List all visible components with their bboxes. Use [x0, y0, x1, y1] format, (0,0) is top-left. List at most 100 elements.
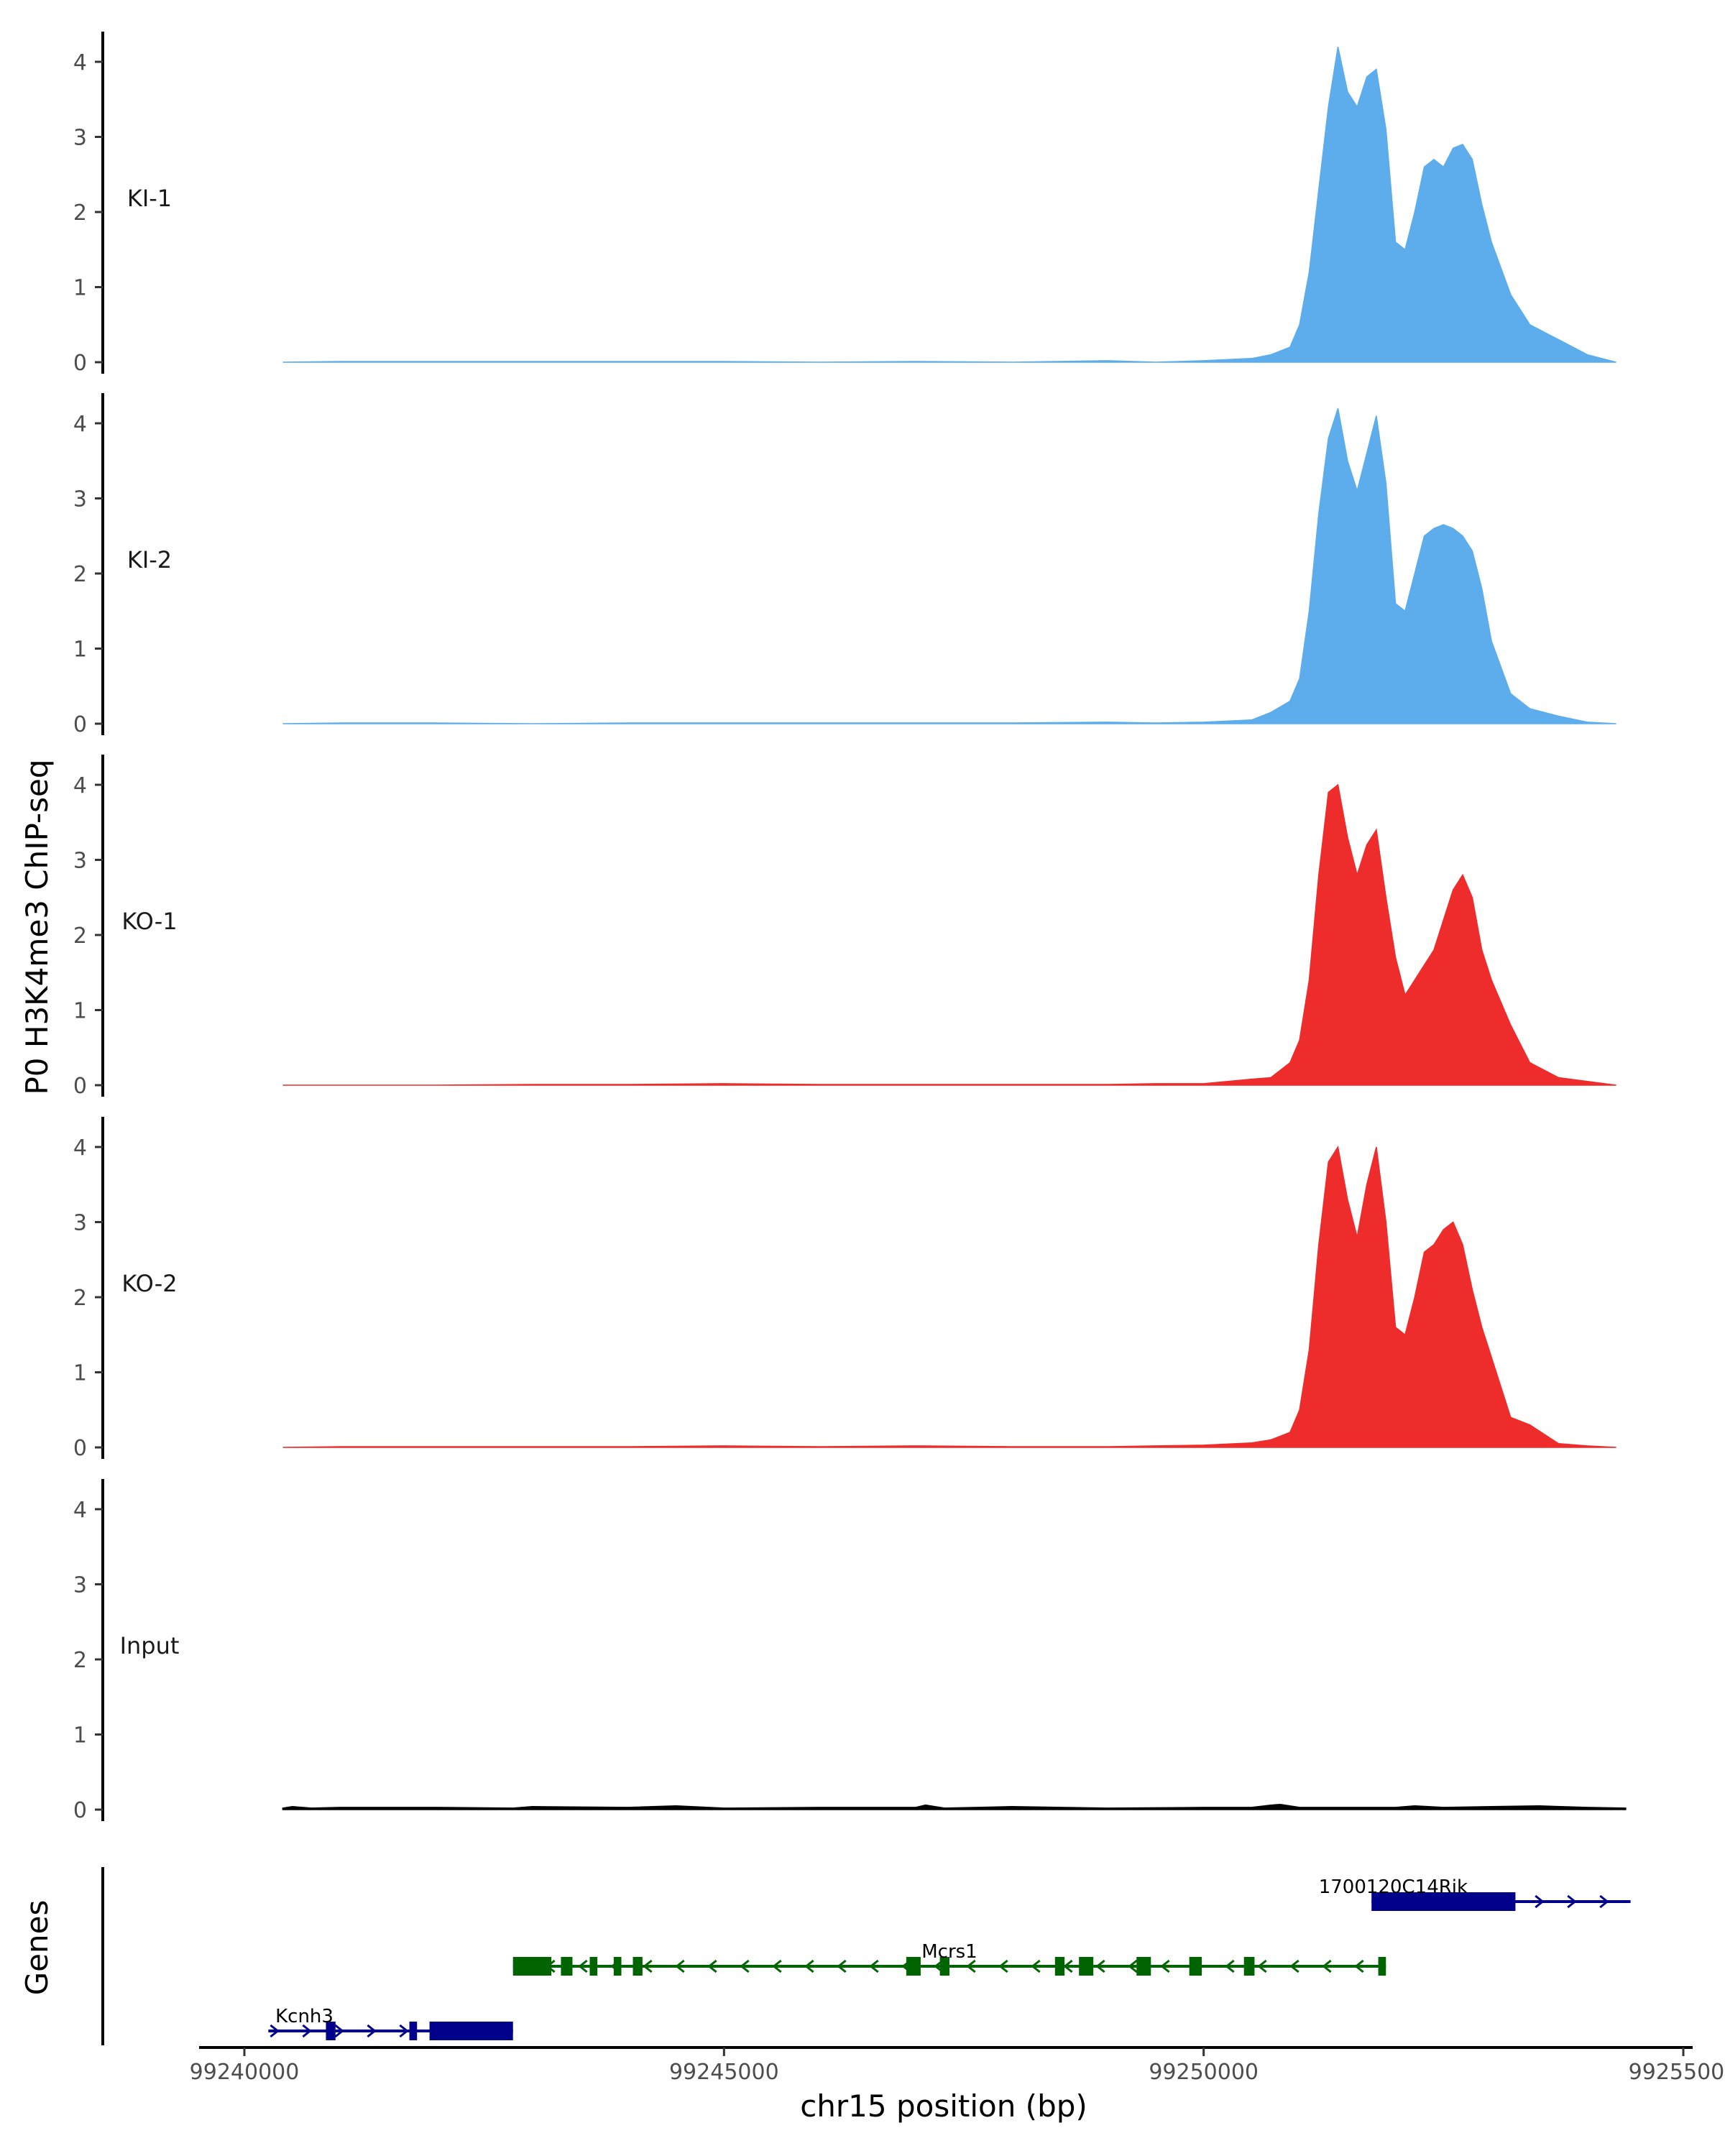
- track-label: Input: [120, 1632, 180, 1659]
- coverage-area: [282, 46, 1616, 363]
- y-tick-label: 1: [73, 637, 87, 663]
- track-label: KO-1: [121, 908, 177, 935]
- strand-arrow: [1599, 1894, 1609, 1909]
- strand-arrow: [1354, 1959, 1364, 1973]
- track-label: KO-2: [121, 1270, 177, 1297]
- coverage-tracks: 0 1 2 3 4 KI-1 0 1 2 3 4 KI-2 0 1 2 3 4 KO-1 0 1 2 3 4 KO-2 0 1 2 3…: [73, 32, 1627, 1823]
- gene-label: Kcnh3: [275, 2006, 334, 2027]
- gene-kcnh3: Kcnh3: [268, 2006, 513, 2040]
- strand-arrow: [270, 2024, 280, 2038]
- y-tick-label: 0: [73, 1074, 87, 1099]
- strand-arrow: [578, 1959, 588, 1973]
- strand-arrow: [1289, 1959, 1300, 1973]
- y-tick-label: 1: [73, 1361, 87, 1386]
- strand-arrow: [1160, 1959, 1170, 1973]
- gene-exon: [939, 1957, 949, 1976]
- strand-arrow: [643, 1959, 653, 1973]
- y-axis-title: P0 H3K4me3 ChIP-seq: [19, 759, 55, 1095]
- y-tick-label: 3: [73, 1211, 87, 1236]
- y-tick-label: 0: [73, 1436, 87, 1461]
- gene-label: Mcrs1: [921, 1941, 978, 1963]
- gene-1700120c14rik: 1700120C14Rik: [1319, 1876, 1631, 1911]
- strand-arrow: [675, 1959, 685, 1973]
- y-tick-label: 4: [73, 773, 87, 798]
- y-tick-label: 0: [73, 351, 87, 376]
- coverage-area: [282, 407, 1616, 724]
- y-tick-label: 2: [73, 1648, 87, 1673]
- strand-arrow: [1095, 1959, 1105, 1973]
- strand-arrow: [869, 1959, 879, 1973]
- strand-arrow: [1322, 1959, 1332, 1973]
- x-axis-title: chr15 position (bp): [800, 2088, 1087, 2124]
- track-ko-1: 0 1 2 3 4 KO-1: [73, 755, 1616, 1099]
- y-tick-label: 0: [73, 1798, 87, 1823]
- y-tick-label: 1: [73, 276, 87, 301]
- x-tick-label: 99240000: [190, 2060, 300, 2085]
- track-input: 0 1 2 3 4 Input: [73, 1479, 1627, 1823]
- gene-exon: [512, 1957, 552, 1976]
- gene-exon: [1243, 1957, 1255, 1976]
- gene-track: 1700120C14Rik Mcrs1 Kcnh3: [101, 1867, 1631, 2045]
- x-tick-label: 99250000: [1149, 2060, 1259, 2085]
- strand-arrow: [367, 2024, 377, 2038]
- gene-exon: [1054, 1957, 1065, 1976]
- strand-arrow: [1063, 1959, 1073, 1973]
- gene-exon: [429, 2022, 513, 2040]
- strand-arrow: [334, 2024, 344, 2038]
- gene-exon: [326, 2022, 336, 2040]
- strand-arrow: [740, 1959, 750, 1973]
- y-tick-label: 2: [73, 1286, 87, 1311]
- strand-arrow: [399, 2024, 409, 2038]
- gene-exon: [561, 1957, 573, 1976]
- x-tick-label: 99245000: [669, 2060, 779, 2085]
- strand-arrow: [1567, 1894, 1577, 1909]
- y-tick-label: 3: [73, 849, 87, 874]
- gene-exon: [1079, 1957, 1094, 1976]
- strand-arrow: [302, 2024, 312, 2038]
- gene-exon: [1371, 1892, 1516, 1911]
- gene-mcrs1: Mcrs1: [512, 1941, 1386, 1976]
- coverage-area: [282, 1145, 1616, 1448]
- gene-exon: [613, 1957, 622, 1976]
- strand-arrow: [1535, 1894, 1545, 1909]
- coverage-area: [282, 1803, 1627, 1810]
- gene-exon: [1378, 1957, 1386, 1976]
- y-tick-label: 3: [73, 126, 87, 151]
- strand-arrow: [1128, 1959, 1138, 1973]
- track-ki-1: 0 1 2 3 4 KI-1: [73, 32, 1616, 376]
- strand-arrow: [966, 1959, 976, 1973]
- y-tick-label: 2: [73, 562, 87, 587]
- gene-exon: [1136, 1957, 1151, 1976]
- strand-arrow: [1225, 1959, 1235, 1973]
- strand-arrow: [804, 1959, 814, 1973]
- y-tick-label: 2: [73, 923, 87, 949]
- y-tick-label: 2: [73, 201, 87, 226]
- track-label: KI-1: [127, 185, 172, 212]
- track-ko-2: 0 1 2 3 4 KO-2: [73, 1117, 1616, 1461]
- y-tick-label: 3: [73, 1573, 87, 1598]
- y-tick-label: 1: [73, 1723, 87, 1749]
- gene-exon: [1189, 1957, 1202, 1976]
- track-ki-2: 0 1 2 3 4 KI-2: [73, 393, 1616, 737]
- y-tick-label: 4: [73, 412, 87, 437]
- coverage-area: [282, 783, 1616, 1086]
- gene-label: 1700120C14Rik: [1319, 1876, 1468, 1898]
- gene-exon: [632, 1957, 643, 1976]
- y-tick-label: 0: [73, 712, 87, 737]
- y-tick-label: 3: [73, 487, 87, 512]
- strand-arrow: [998, 1959, 1008, 1973]
- strand-arrow: [1031, 1959, 1041, 1973]
- genes-axis-title: Genes: [19, 1900, 55, 1996]
- y-tick-label: 1: [73, 999, 87, 1024]
- strand-arrow: [772, 1959, 782, 1973]
- y-tick-label: 4: [73, 1135, 87, 1161]
- x-tick-label: 99255000: [1629, 2060, 1725, 2085]
- gene-exon: [589, 1957, 598, 1976]
- y-tick-label: 4: [73, 1498, 87, 1523]
- track-label: KI-2: [127, 546, 172, 573]
- gene-exon: [409, 2022, 418, 2040]
- gene-exon: [906, 1957, 921, 1976]
- strand-arrow: [837, 1959, 847, 1973]
- strand-arrow: [1257, 1959, 1267, 1973]
